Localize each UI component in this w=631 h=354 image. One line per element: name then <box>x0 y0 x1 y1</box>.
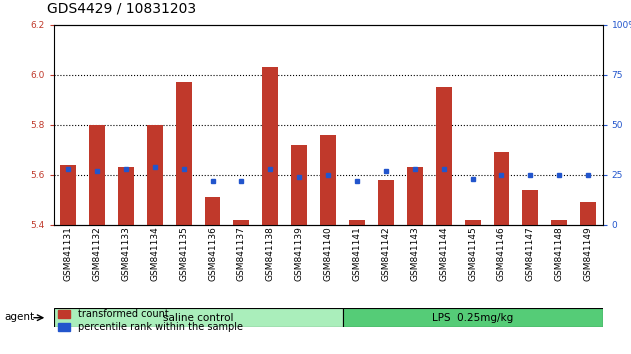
FancyBboxPatch shape <box>343 308 603 327</box>
Bar <box>147 125 163 225</box>
Text: saline control: saline control <box>163 313 233 323</box>
Text: LPS  0.25mg/kg: LPS 0.25mg/kg <box>432 313 513 323</box>
Bar <box>464 220 481 225</box>
Bar <box>60 165 76 225</box>
Bar <box>581 202 596 225</box>
Legend: transformed count, percentile rank within the sample: transformed count, percentile rank withi… <box>59 309 243 332</box>
Bar <box>175 82 192 225</box>
Bar <box>292 145 307 225</box>
Bar <box>233 220 249 225</box>
Bar <box>436 87 452 225</box>
FancyBboxPatch shape <box>54 308 343 327</box>
Bar <box>204 197 220 225</box>
Text: agent: agent <box>4 312 35 322</box>
Bar <box>349 220 365 225</box>
Bar <box>522 190 538 225</box>
Bar <box>89 125 105 225</box>
Bar <box>493 152 509 225</box>
Bar <box>320 135 336 225</box>
Bar <box>118 167 134 225</box>
Bar <box>378 180 394 225</box>
Bar <box>262 67 278 225</box>
Bar <box>407 167 423 225</box>
Text: GDS4429 / 10831203: GDS4429 / 10831203 <box>47 2 196 16</box>
Bar <box>551 220 567 225</box>
